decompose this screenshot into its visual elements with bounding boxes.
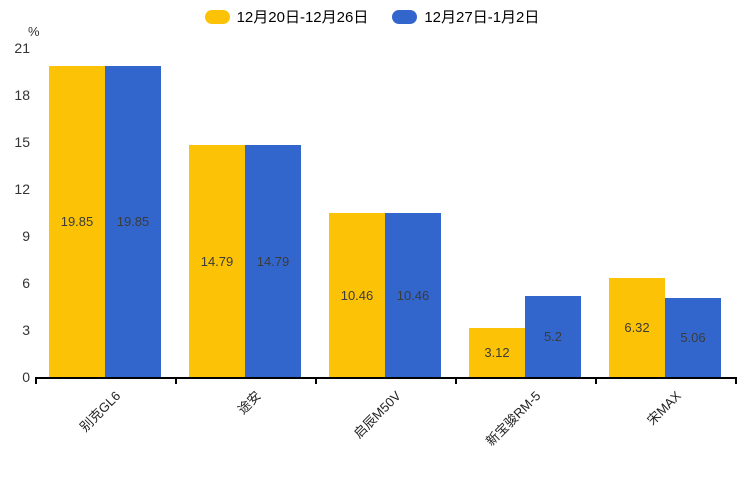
y-axis-tick-label: 12 (14, 181, 30, 197)
y-axis-tick-label: 0 (22, 369, 30, 385)
x-axis-category-label: 新宝骏RM-5 (483, 388, 544, 449)
y-axis-tick-label: 15 (14, 134, 30, 150)
y-axis-tick-label: 18 (14, 87, 30, 103)
x-axis-category-label: 启辰M50V (350, 388, 404, 442)
bar-series1-1: 19.85 (49, 66, 105, 377)
bar-value-label: 10.46 (396, 287, 430, 303)
bar-series1-5: 6.32 (609, 277, 665, 377)
x-axis-category-label: 别克GL6 (77, 388, 124, 435)
legend-swatch-yellow-icon (204, 9, 230, 24)
bar-value-label: 3.12 (484, 345, 510, 361)
legend-label-series2: 12月27日-1月2日 (424, 9, 540, 26)
bar-series2-2: 14.79 (245, 145, 301, 377)
x-axis-tick-mark (455, 379, 457, 384)
legend-label-series1: 12月20日-12月26日 (236, 9, 369, 26)
bar-series2-5: 5.06 (665, 297, 721, 377)
bar-value-label: 14.79 (256, 253, 290, 269)
x-axis-line (35, 377, 737, 379)
bar-series2-4: 5.2 (525, 295, 581, 377)
legend-swatch-blue-icon (392, 9, 418, 24)
y-axis-tick-label: 6 (22, 275, 30, 291)
y-axis-tick-label: 21 (14, 40, 30, 56)
bar-value-label: 5.2 (543, 328, 563, 344)
bar-value-label: 14.79 (200, 253, 234, 269)
bar-series2-3: 10.46 (385, 213, 441, 377)
x-axis-tick-mark (315, 379, 317, 384)
bar-value-label: 19.85 (116, 214, 150, 229)
y-axis-tick-label: 9 (22, 228, 30, 244)
x-axis-category-label: 途安 (234, 388, 264, 418)
bar-series2-1: 19.85 (105, 66, 161, 377)
bar-value-label: 19.85 (60, 214, 94, 229)
x-axis-tick-mark (175, 379, 177, 384)
x-axis-tick-mark (735, 379, 737, 384)
bar-value-label: 5.06 (680, 329, 706, 345)
bar-series1-3: 10.46 (329, 213, 385, 377)
bar-series1-2: 14.79 (189, 145, 245, 377)
legend-item-series2[interactable]: 12月27日-1月2日 (392, 6, 539, 27)
y-axis-unit-label: % (28, 24, 40, 39)
bar-value-label: 6.32 (624, 319, 650, 335)
legend: 12月20日-12月26日 12月27日-1月2日 (0, 6, 744, 27)
bar-value-label: 10.46 (340, 287, 374, 303)
bar-series1-4: 3.12 (469, 328, 525, 377)
x-axis-tick-mark (595, 379, 597, 384)
y-axis-tick-label: 3 (22, 322, 30, 338)
x-axis-tick-mark (35, 379, 37, 384)
legend-item-series1[interactable]: 12月20日-12月26日 (204, 6, 369, 27)
x-axis-category-label: 宋MAX (644, 388, 684, 428)
